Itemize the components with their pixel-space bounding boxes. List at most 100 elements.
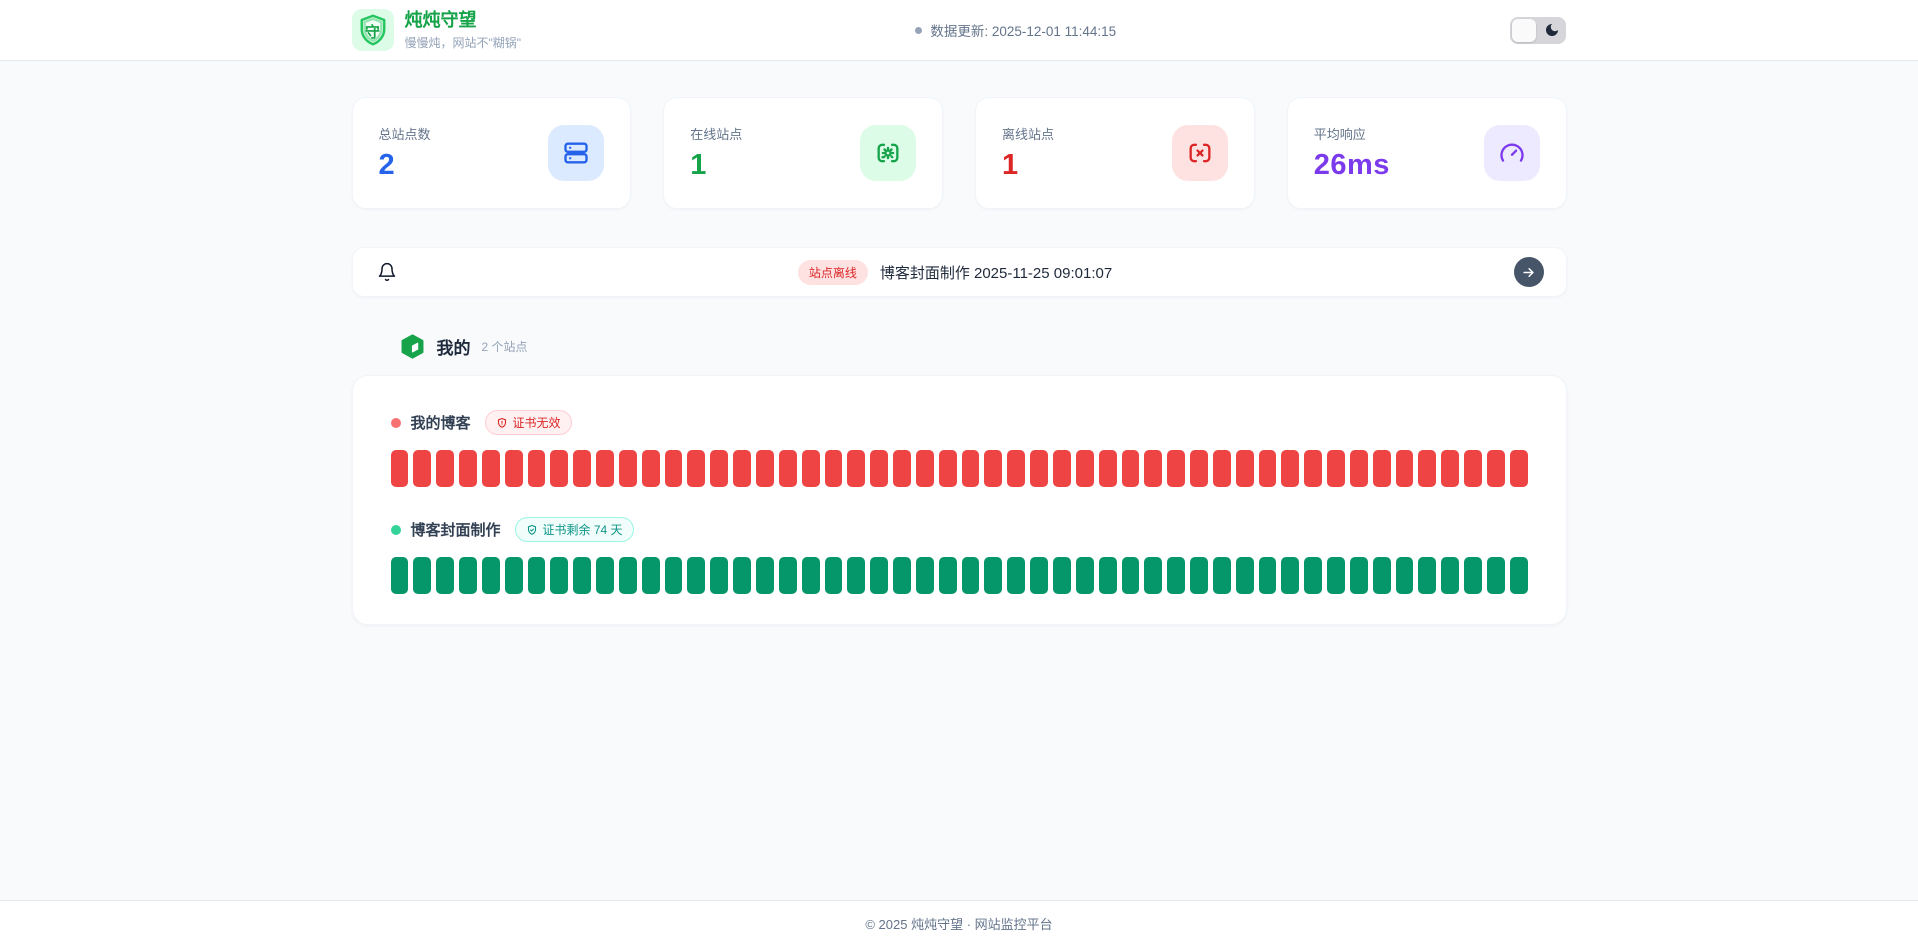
- uptime-bar: [436, 450, 455, 487]
- uptime-bar: [596, 450, 614, 487]
- stat-label: 在线站点: [690, 127, 743, 142]
- uptime-bar: [824, 450, 843, 487]
- uptime-bar: [1327, 557, 1345, 594]
- uptime-bar: [1304, 557, 1323, 594]
- uptime-bar: [1030, 557, 1048, 594]
- stat-label: 平均响应: [1313, 127, 1366, 142]
- stat-value: 1: [1002, 149, 1019, 181]
- uptime-bar: [390, 557, 409, 594]
- bell-icon: [378, 262, 395, 282]
- uptime-bar: [1121, 450, 1140, 487]
- site-item-offline[interactable]: 我的博客 证书无效: [390, 410, 1528, 487]
- uptime-bar: [1075, 557, 1094, 594]
- uptime-bar: [893, 557, 911, 594]
- stat-card-avg-response: 平均响应 26ms: [1286, 97, 1567, 209]
- uptime-bar: [915, 450, 934, 487]
- uptime-bar: [1121, 557, 1140, 594]
- uptime-bar: [1372, 450, 1391, 487]
- uptime-bar: [984, 450, 1003, 487]
- uptime-bar: [664, 557, 683, 594]
- uptime-bar: [1418, 450, 1437, 487]
- uptime-bar: [1212, 557, 1231, 594]
- uptime-bar: [733, 557, 751, 594]
- stat-value: 26ms: [1313, 149, 1390, 181]
- uptime-bar: [778, 557, 797, 594]
- uptime-bar: [1235, 557, 1254, 594]
- scan-cog-icon: [860, 125, 916, 181]
- uptime-bar: [504, 557, 523, 594]
- uptime-bar: [1418, 557, 1437, 594]
- uptime-bar: [756, 450, 774, 487]
- cube-icon: [401, 334, 423, 359]
- uptime-bar: [573, 450, 592, 487]
- uptime-bars: [390, 450, 1528, 487]
- cert-invalid-badge: 证书无效: [484, 410, 572, 435]
- data-update-status: 数据更新: 2025-12-01 11:44:15: [915, 20, 1116, 40]
- uptime-bar: [481, 557, 500, 594]
- stat-card-online-sites: 在线站点 1: [663, 97, 943, 209]
- uptime-bar: [550, 557, 569, 594]
- group-name: 我的: [436, 339, 471, 358]
- uptime-bar: [1075, 450, 1094, 487]
- status-dot-icon: [915, 26, 923, 34]
- uptime-bar: [1052, 557, 1071, 594]
- uptime-bar: [1281, 557, 1300, 594]
- uptime-bar: [710, 557, 729, 594]
- stat-label: 总站点数: [378, 127, 431, 142]
- uptime-bar: [870, 450, 889, 487]
- site-item-online[interactable]: 博客封面制作 证书剩余 74 天: [390, 517, 1528, 594]
- uptime-bar: [710, 450, 729, 487]
- uptime-bar: [1395, 557, 1414, 594]
- uptime-bar: [847, 450, 866, 487]
- uptime-bar: [938, 450, 957, 487]
- uptime-bar: [1030, 450, 1048, 487]
- uptime-bar: [390, 450, 409, 487]
- uptime-bar: [1281, 450, 1300, 487]
- uptime-bar: [436, 557, 455, 594]
- uptime-bar: [1441, 450, 1460, 487]
- uptime-bar: [504, 450, 523, 487]
- group-header: 我的 2 个站点: [352, 333, 1567, 360]
- uptime-bar: [413, 450, 432, 487]
- alert-status-badge: 站点离线: [797, 259, 868, 285]
- uptime-bar: [1052, 450, 1071, 487]
- uptime-bar: [1190, 557, 1208, 594]
- app-subtitle: 慢慢炖，网站不"糊锅": [404, 35, 522, 50]
- uptime-bar: [1395, 450, 1414, 487]
- stat-card-offline-sites: 离线站点 1: [975, 97, 1255, 209]
- shield-logo-icon: 守: [351, 9, 394, 51]
- uptime-bar: [1327, 450, 1345, 487]
- theme-toggle[interactable]: [1510, 16, 1567, 44]
- server-icon: [548, 125, 605, 181]
- uptime-bar: [984, 557, 1003, 594]
- uptime-bar: [1487, 557, 1505, 594]
- uptime-bar: [915, 557, 934, 594]
- uptime-bar: [527, 450, 546, 487]
- copyright-text: © 2025 炖炖守望 · 网站监控平台: [865, 917, 1053, 932]
- stat-label: 离线站点: [1002, 127, 1055, 142]
- sites-card: 我的博客 证书无效 博客封面制作: [351, 375, 1567, 625]
- uptime-bar: [1144, 450, 1163, 487]
- uptime-bar: [1212, 450, 1231, 487]
- scan-x-icon: [1171, 125, 1228, 181]
- uptime-bar: [1349, 557, 1368, 594]
- uptime-bar: [573, 557, 592, 594]
- page-footer: © 2025 炖炖守望 · 网站监控平台: [0, 900, 1918, 946]
- alert-message: 博客封面制作 2025-11-25 09:01:07: [879, 264, 1113, 282]
- uptime-bar: [687, 557, 706, 594]
- uptime-bar: [961, 557, 980, 594]
- shield-alert-icon: [497, 417, 506, 428]
- stat-value: 2: [378, 149, 396, 181]
- uptime-bar: [756, 557, 774, 594]
- uptime-bar: [1258, 557, 1277, 594]
- uptime-bar: [459, 450, 477, 487]
- incident-alert-bar[interactable]: 站点离线 博客封面制作 2025-11-25 09:01:07: [351, 247, 1567, 297]
- uptime-bar: [664, 450, 683, 487]
- uptime-bar: [1098, 450, 1117, 487]
- toggle-knob: [1512, 18, 1537, 42]
- uptime-bar: [1190, 450, 1208, 487]
- update-timestamp: 数据更新: 2025-12-01 11:44:15: [930, 24, 1117, 39]
- uptime-bar: [1144, 557, 1163, 594]
- uptime-bar: [1235, 450, 1254, 487]
- alert-next-button[interactable]: [1513, 257, 1544, 287]
